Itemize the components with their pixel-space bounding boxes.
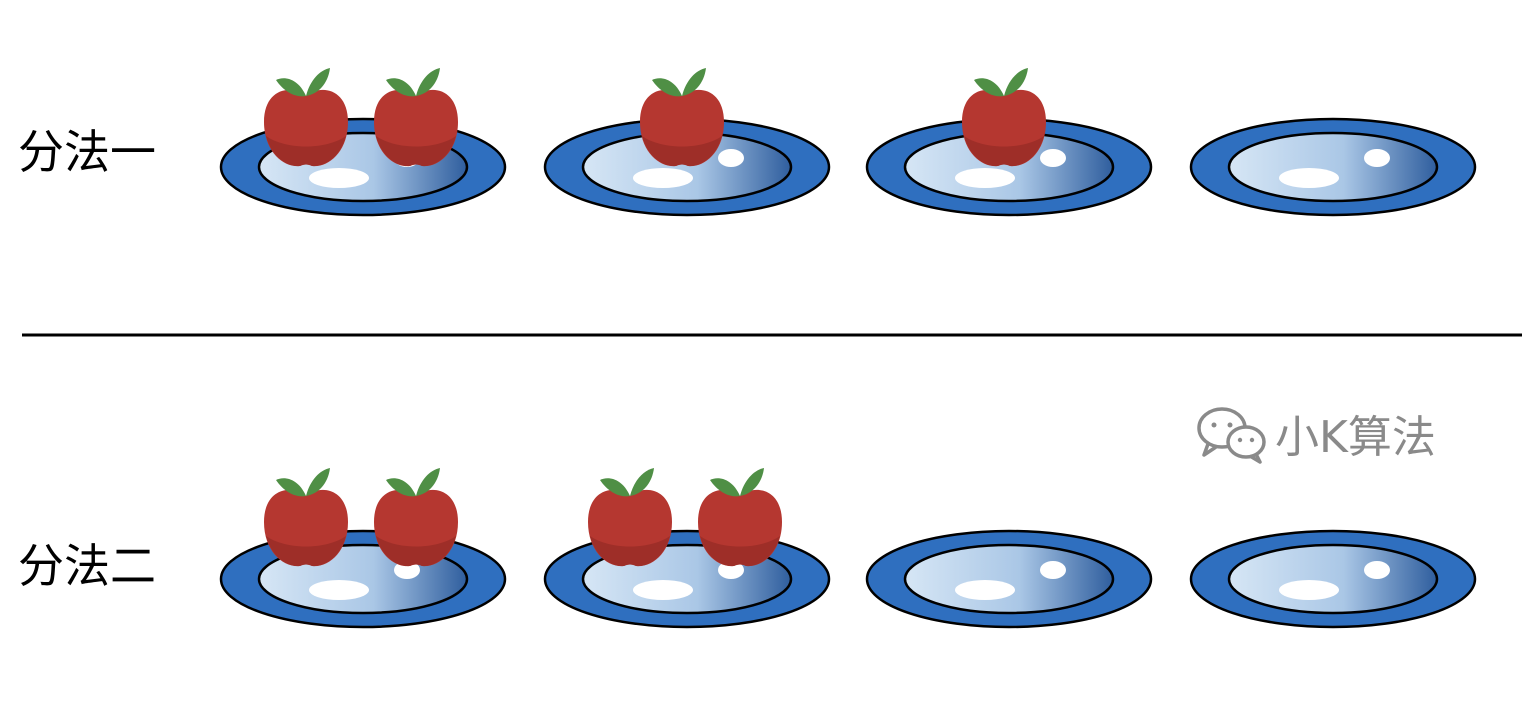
apple	[962, 68, 1046, 167]
row-label-method-2: 分法二	[18, 539, 156, 593]
watermark-text: 小K算法	[1275, 412, 1436, 463]
plate	[865, 529, 1153, 629]
row-method-2	[219, 468, 1477, 629]
plate	[543, 117, 831, 217]
apple	[374, 468, 458, 567]
plate	[219, 117, 507, 217]
apple	[588, 468, 672, 567]
plate	[865, 117, 1153, 217]
apple	[264, 68, 348, 167]
apple	[374, 68, 458, 167]
watermark: 小K算法	[1197, 407, 1436, 464]
plate	[1189, 117, 1477, 217]
wechat-icon	[1197, 407, 1266, 464]
plate	[219, 529, 507, 629]
plate	[1189, 529, 1477, 629]
apple	[640, 68, 724, 167]
apple	[698, 468, 782, 567]
apple	[264, 468, 348, 567]
row-label-method-1: 分法一	[18, 125, 156, 179]
plate	[543, 529, 831, 629]
row-method-1	[219, 68, 1477, 217]
